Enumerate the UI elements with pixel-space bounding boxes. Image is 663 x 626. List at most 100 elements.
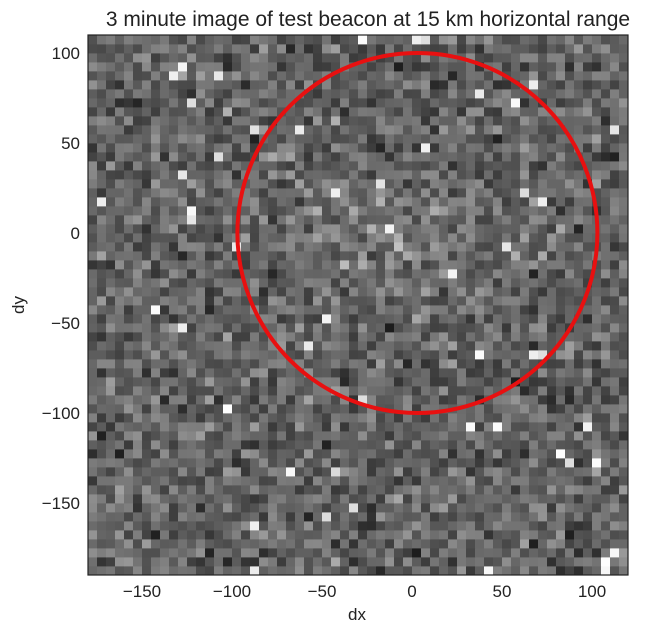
heatmap-cell: [340, 116, 350, 126]
heatmap-cell: [529, 152, 539, 162]
heatmap-cell: [250, 53, 260, 63]
heatmap-cell: [349, 377, 359, 387]
heatmap-cell: [394, 98, 404, 108]
heatmap-cell: [448, 467, 458, 477]
heatmap-cell: [457, 179, 467, 189]
heatmap-cell: [88, 503, 98, 513]
heatmap-cell: [250, 404, 260, 414]
heatmap-cell: [601, 71, 611, 81]
heatmap-cell: [520, 350, 530, 360]
heatmap-cell: [610, 431, 620, 441]
heatmap-cell: [106, 278, 116, 288]
heatmap-cell: [475, 44, 485, 54]
heatmap-cell: [133, 395, 143, 405]
heatmap-cell: [385, 431, 395, 441]
heatmap-cell: [124, 143, 134, 153]
heatmap-cell: [295, 413, 305, 423]
heatmap-cell: [115, 548, 125, 558]
heatmap-cell: [277, 557, 287, 567]
heatmap-cell: [610, 341, 620, 351]
heatmap-cell: [322, 260, 332, 270]
heatmap-cell: [223, 269, 233, 279]
heatmap-cell: [277, 503, 287, 513]
heatmap-cell: [214, 458, 224, 468]
heatmap-cell: [241, 458, 251, 468]
heatmap-cell: [601, 53, 611, 63]
heatmap-cell: [502, 458, 512, 468]
heatmap-cell: [142, 467, 152, 477]
heatmap-cell: [367, 287, 377, 297]
heatmap-cell: [205, 530, 215, 540]
heatmap-cell: [358, 386, 368, 396]
heatmap-cell: [529, 242, 539, 252]
heatmap-cell: [412, 341, 422, 351]
heatmap-cell: [403, 260, 413, 270]
heatmap-cell: [142, 80, 152, 90]
heatmap-cell: [322, 440, 332, 450]
heatmap-cell: [475, 440, 485, 450]
heatmap-cell: [538, 125, 548, 135]
heatmap-cell: [547, 62, 557, 72]
heatmap-cell: [97, 224, 107, 234]
heatmap-cell: [187, 359, 197, 369]
heatmap-cell: [574, 224, 584, 234]
heatmap-cell: [304, 98, 314, 108]
heatmap-cell: [169, 314, 179, 324]
heatmap-cell: [313, 476, 323, 486]
heatmap-cell: [466, 431, 476, 441]
heatmap-cell: [376, 98, 386, 108]
heatmap-cell: [619, 215, 628, 225]
heatmap-cell: [88, 179, 98, 189]
heatmap-cell: [475, 557, 485, 567]
heatmap-cell: [331, 557, 341, 567]
heatmap-cell: [241, 161, 251, 171]
heatmap-cell: [169, 467, 179, 477]
heatmap-cell: [223, 377, 233, 387]
heatmap-cell: [205, 35, 215, 45]
heatmap-cell: [268, 305, 278, 315]
heatmap-cell: [430, 368, 440, 378]
heatmap-cell: [304, 512, 314, 522]
heatmap-cell: [277, 197, 287, 207]
heatmap-cell: [142, 62, 152, 72]
heatmap-cell: [457, 233, 467, 243]
heatmap-cell: [232, 323, 242, 333]
heatmap-cell: [196, 566, 206, 575]
heatmap-cell: [196, 206, 206, 216]
heatmap-cell: [448, 179, 458, 189]
heatmap-cell: [502, 449, 512, 459]
heatmap-cell: [367, 503, 377, 513]
heatmap-cell: [394, 521, 404, 531]
heatmap-cell: [475, 143, 485, 153]
heatmap-cell: [574, 206, 584, 216]
heatmap-cell: [421, 278, 431, 288]
heatmap-cell: [322, 350, 332, 360]
heatmap-cell: [403, 314, 413, 324]
heatmap-cell: [205, 539, 215, 549]
heatmap-cell: [133, 476, 143, 486]
heatmap-cell: [205, 53, 215, 63]
heatmap-cell: [160, 539, 170, 549]
heatmap-cell: [106, 440, 116, 450]
heatmap-cell: [88, 242, 98, 252]
heatmap-cell: [484, 494, 494, 504]
heatmap-cell: [421, 386, 431, 396]
heatmap-cell: [439, 377, 449, 387]
heatmap-cell: [565, 548, 575, 558]
heatmap-cell: [151, 134, 161, 144]
heatmap-cell: [520, 269, 530, 279]
heatmap-cell: [133, 242, 143, 252]
heatmap-cell: [313, 71, 323, 81]
heatmap-cell: [340, 143, 350, 153]
heatmap-cell: [403, 548, 413, 558]
heatmap-cell: [349, 341, 359, 351]
heatmap-cell: [142, 224, 152, 234]
heatmap-cell: [475, 476, 485, 486]
heatmap-cell: [286, 368, 296, 378]
heatmap-cell: [412, 512, 422, 522]
heatmap-cell: [376, 215, 386, 225]
heatmap-cell: [556, 440, 566, 450]
heatmap-cell: [223, 305, 233, 315]
heatmap-cell: [358, 242, 368, 252]
heatmap-cell: [520, 296, 530, 306]
